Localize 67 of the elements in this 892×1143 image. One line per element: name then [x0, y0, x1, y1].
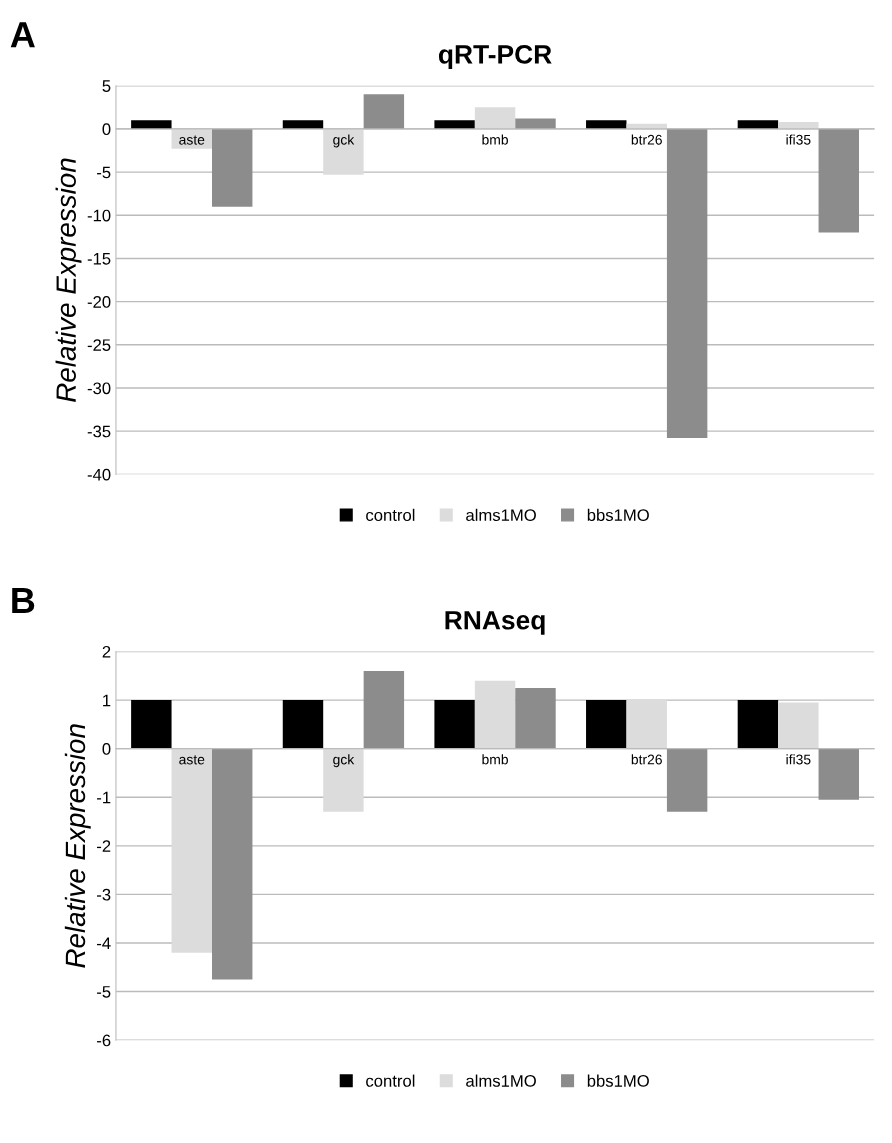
legend-label: control — [366, 1074, 415, 1087]
y-tick-label: -20 — [87, 296, 111, 308]
bar — [474, 680, 516, 749]
y-tick-label: -30 — [87, 382, 111, 395]
y-tick-label: -35 — [87, 425, 111, 438]
y-tick-label: -6 — [97, 1034, 111, 1047]
legend-label: control — [366, 508, 415, 522]
y-tick-label: -15 — [87, 253, 111, 265]
x-tick-label: gck — [333, 134, 355, 148]
y-tick-label: 2 — [102, 645, 111, 658]
bar — [737, 120, 779, 129]
x-tick-label: bmb — [482, 754, 508, 765]
y-tick-label: 0 — [102, 743, 111, 755]
x-tick-label: aste — [179, 755, 205, 765]
bar — [363, 670, 405, 749]
x-tick-label: btr26 — [631, 134, 662, 145]
bar — [323, 128, 364, 175]
y-tick-label: -2 — [97, 840, 111, 852]
text: B — [12, 588, 35, 613]
bar — [666, 748, 708, 812]
bar — [666, 128, 708, 439]
bar — [434, 120, 475, 129]
y-tick-label: -1 — [97, 791, 111, 804]
bar — [131, 700, 172, 749]
bar — [586, 700, 627, 749]
y-tick-label: -10 — [87, 209, 111, 222]
x-tick-label: ifi35 — [786, 134, 811, 145]
x-tick-label: ifi35 — [786, 754, 811, 765]
legend-label: alms1MO — [466, 1074, 536, 1087]
legend-label: bbs1MO — [587, 1074, 649, 1087]
legend-label: bbs1MO — [587, 508, 649, 522]
bar — [818, 128, 859, 233]
x-tick-label: aste — [179, 135, 205, 145]
bar — [282, 120, 324, 129]
bar — [626, 700, 667, 749]
x-tick-label: btr26 — [631, 754, 662, 765]
text: A — [10, 22, 35, 48]
bar — [212, 128, 253, 207]
y-tick-label: -5 — [97, 166, 111, 179]
chart-title: qRT-PCR — [438, 45, 552, 69]
bar — [778, 702, 819, 749]
bar — [586, 120, 627, 129]
y-tick-label: 5 — [102, 80, 111, 92]
y-tick-label: 1 — [103, 694, 111, 707]
y-tick-label: -4 — [97, 937, 111, 950]
x-tick-label: gck — [333, 754, 355, 768]
bar — [323, 748, 364, 812]
bar — [131, 120, 172, 129]
y-tick-label: -25 — [87, 339, 111, 352]
bar — [212, 748, 253, 980]
bar — [434, 700, 475, 749]
y-tick-label: -5 — [97, 986, 111, 998]
bar — [737, 700, 779, 749]
y-tick-label: -3 — [97, 888, 111, 901]
bar — [363, 94, 405, 129]
bar — [474, 107, 516, 129]
legend-label: alms1MO — [466, 508, 536, 522]
y-axis-title: Relative Expression — [55, 158, 82, 402]
chart-title: RNAseq — [445, 611, 545, 635]
y-axis-title: Relative Expression — [64, 724, 91, 968]
x-tick-label: bmb — [482, 134, 508, 145]
y-tick-label: -40 — [87, 468, 111, 481]
y-tick-label: 0 — [102, 123, 111, 136]
bar — [818, 748, 859, 800]
bar — [171, 748, 212, 953]
bar — [515, 687, 556, 749]
bar — [282, 700, 324, 749]
